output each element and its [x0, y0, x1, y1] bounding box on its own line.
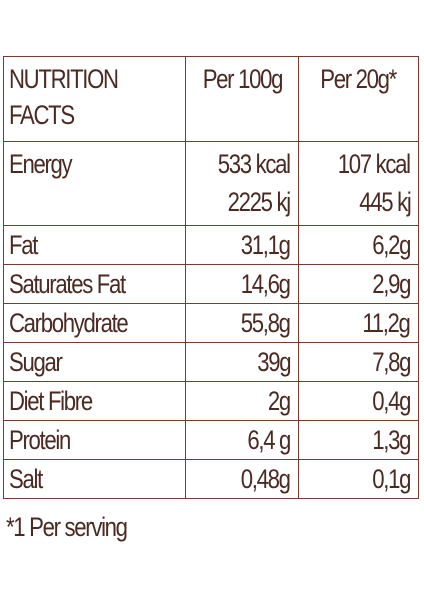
row-value-per-serving: 2,9g	[298, 264, 419, 304]
header-line-2: FACTS	[9, 100, 75, 130]
table-row-saturates-fat: Saturates Fat 14,6g 2,9g	[3, 264, 419, 304]
row-value-per-serving: 107 kcal 445 kj	[298, 141, 419, 226]
row-value-per-100g: 6,4 g	[185, 420, 299, 460]
row-value-per-100g: 55,8g	[185, 303, 299, 343]
header-row: NUTRITION FACTS Per 100g Per 20g*	[3, 56, 419, 142]
row-label: Protein	[3, 420, 186, 460]
header-per-100g: Per 100g	[185, 56, 299, 142]
row-label: Salt	[3, 459, 186, 499]
header-per-serving: Per 20g*	[298, 56, 419, 142]
table-row-salt: Salt 0,48g 0,1g	[3, 459, 419, 499]
row-label: Carbohydrate	[3, 303, 186, 343]
table-row-carbohydrate: Carbohydrate 55,8g 11,2g	[3, 303, 419, 343]
header-line-1: NUTRITION	[9, 64, 119, 94]
row-value-per-serving: 0,1g	[298, 459, 419, 499]
row-value-per-100g: 14,6g	[185, 264, 299, 304]
row-value-per-100g: 39g	[185, 342, 299, 382]
serving-footnote: *1 Per serving	[6, 512, 128, 542]
row-value-per-serving: 1,3g	[298, 420, 419, 460]
row-label: Sugar	[3, 342, 186, 382]
row-value-per-100g: 0,48g	[185, 459, 299, 499]
table-row-diet-fibre: Diet Fibre 2g 0,4g	[3, 381, 419, 421]
row-label: Fat	[3, 225, 186, 265]
table-row-fat: Fat 31,1g 6,2g	[3, 225, 419, 265]
row-value-per-100g: 533 kcal 2225 kj	[185, 141, 299, 226]
row-value-per-serving: 0,4g	[298, 381, 419, 421]
header-nutrition-facts: NUTRITION FACTS	[3, 56, 186, 142]
row-label: Diet Fibre	[3, 381, 186, 421]
row-value-per-100g: 2g	[185, 381, 299, 421]
row-label: Saturates Fat	[3, 264, 186, 304]
table-row-energy: Energy 533 kcal 2225 kj 107 kcal 445 kj	[3, 141, 419, 226]
row-value-per-100g: 31,1g	[185, 225, 299, 265]
row-value-per-serving: 11,2g	[298, 303, 419, 343]
nutrition-facts-table: NUTRITION FACTS Per 100g Per 20g* Energy…	[3, 56, 419, 499]
row-label: Energy	[3, 141, 186, 226]
table-row-sugar: Sugar 39g 7,8g	[3, 342, 419, 382]
row-value-per-serving: 7,8g	[298, 342, 419, 382]
table-row-protein: Protein 6,4 g 1,3g	[3, 420, 419, 460]
row-value-per-serving: 6,2g	[298, 225, 419, 265]
